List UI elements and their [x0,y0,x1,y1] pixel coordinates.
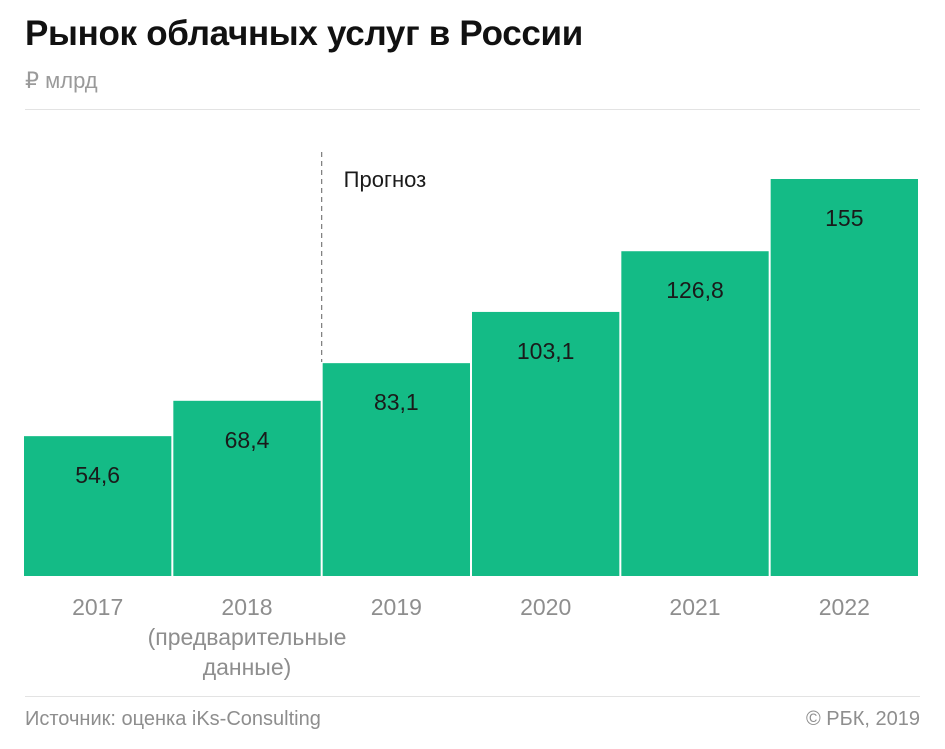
copyright-note: © РБК, 2019 [805,708,920,730]
x-tick-label-1-line-1: (предварительные [148,624,347,650]
top-divider [25,109,920,110]
bar-0 [24,436,172,576]
bar-1 [173,400,321,576]
x-tick-label-4: 2021 [669,594,720,620]
value-label-5: 155 [825,205,863,231]
bar-4 [621,251,769,576]
value-label-4: 126,8 [666,277,724,303]
forecast-label: Прогноз [344,167,427,192]
source-note: Источник: оценка iKs-Consulting [25,708,321,730]
value-label-1: 68,4 [225,427,270,453]
bar-chart: 54,6 2017 68,4 2018 (предварительные данные) 8… [24,152,918,680]
bar-2 [322,363,470,576]
value-label-0: 54,6 [75,462,120,488]
x-tick-label-3: 2020 [520,594,571,620]
bar-5 [770,179,918,576]
bar-3 [472,311,620,576]
chart-title: Рынок облачных услуг в России [25,14,583,53]
x-tick-label-5: 2022 [819,594,870,620]
value-label-3: 103,1 [517,338,575,364]
x-tick-label-2: 2019 [371,594,422,620]
x-tick-label-1-line-2: данные) [203,654,292,680]
bottom-divider [25,696,920,697]
x-tick-label-1: 2018 [221,594,272,620]
x-tick-label-0: 2017 [72,594,123,620]
chart-unit: ₽ млрд [25,68,98,93]
value-label-2: 83,1 [374,389,419,415]
